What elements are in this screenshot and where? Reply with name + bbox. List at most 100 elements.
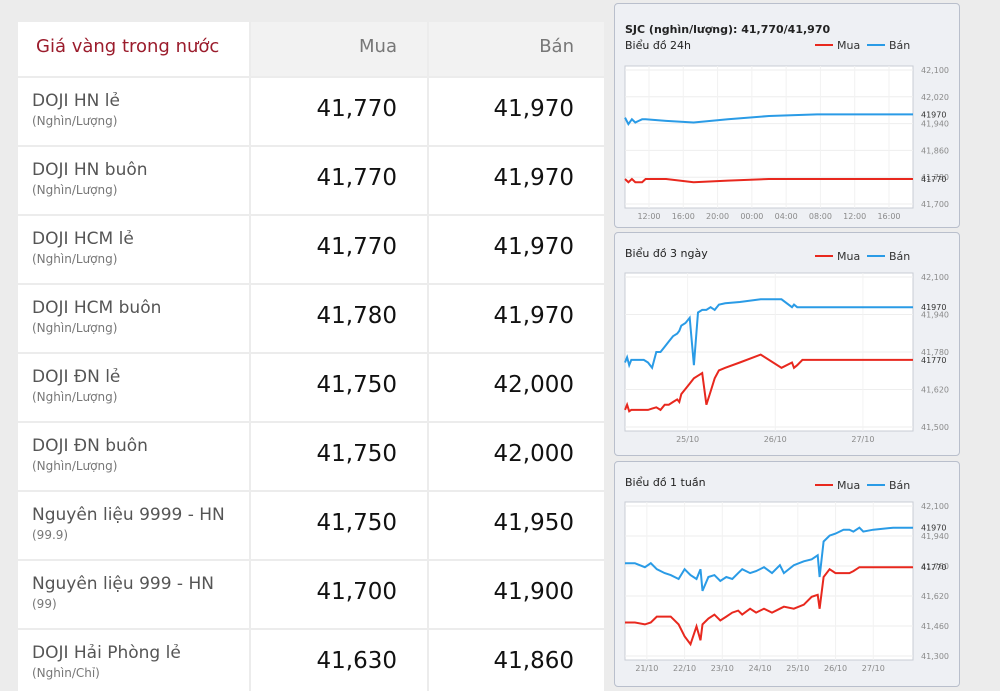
legend-label: Mua bbox=[837, 250, 860, 263]
chart-subtitle: Biểu đồ 24h bbox=[625, 39, 691, 52]
table-header: Giá vàng trong nước Mua Bán bbox=[18, 22, 604, 76]
product-name: DOJI HCM buôn bbox=[32, 298, 162, 318]
y-tick-label: 41,620 bbox=[921, 592, 949, 601]
product-unit: (Nghìn/Lượng) bbox=[32, 321, 118, 335]
chart-title: SJC (nghìn/lượng): 41,770/41,970 bbox=[625, 23, 830, 36]
legend-label: Mua bbox=[837, 39, 860, 52]
legend-label: Bán bbox=[889, 250, 910, 263]
y-tick-label: 41,780 bbox=[921, 173, 949, 182]
product-name: DOJI Hải Phòng lẻ bbox=[32, 643, 181, 663]
x-tick-label: 08:00 bbox=[809, 212, 832, 221]
y-tick-label: 41,460 bbox=[921, 622, 949, 631]
last-value-label: 41970 bbox=[921, 303, 946, 312]
table-title: Giá vàng trong nước bbox=[18, 22, 249, 76]
y-tick-label: 41,700 bbox=[921, 200, 949, 209]
table-row: DOJI ĐN buôn (Nghìn/Lượng) 41,750 42,000 bbox=[18, 423, 604, 490]
product-name: DOJI HN buôn bbox=[32, 160, 148, 180]
table-row: DOJI HN buôn (Nghìn/Lượng) 41,770 41,970 bbox=[18, 147, 604, 214]
y-tick-label: 42,100 bbox=[921, 66, 949, 75]
product-unit: (Nghìn/Lượng) bbox=[32, 183, 118, 197]
series-line-ban bbox=[624, 298, 913, 371]
chart-subtitle: Biểu đồ 3 ngày bbox=[625, 247, 708, 260]
table-row: DOJI HCM lẻ (Nghìn/Lượng) 41,770 41,970 bbox=[18, 216, 604, 283]
product-name: Nguyên liệu 9999 - HN bbox=[32, 505, 225, 525]
y-tick-label: 41,940 bbox=[921, 311, 949, 320]
chart-24h: SJC (nghìn/lượng): 41,770/41,970 Biểu đồ … bbox=[624, 23, 949, 221]
y-tick-label: 41,860 bbox=[921, 146, 949, 155]
series-line-ban bbox=[624, 113, 913, 126]
table-row: DOJI ĐN lẻ (Nghìn/Lượng) 41,750 42,000 bbox=[18, 354, 604, 421]
table-row: DOJI HCM buôn (Nghìn/Lượng) 41,780 41,970 bbox=[18, 285, 604, 352]
legend-label: Bán bbox=[889, 39, 910, 52]
table-row: Nguyên liệu 999 - HN (99) 41,700 41,900 bbox=[18, 561, 604, 628]
table-row: Nguyên liệu 9999 - HN (99.9) 41,750 41,950 bbox=[18, 492, 604, 559]
series-line-ban bbox=[625, 526, 913, 592]
sell-price: 41,950 bbox=[429, 492, 604, 559]
chart-panel-1-week: Biểu đồ 1 tuần Mua Bán 42,100 41,940 41,780 41… bbox=[614, 461, 960, 687]
sell-price: 41,860 bbox=[429, 630, 604, 691]
product-unit: (Nghìn/Lượng) bbox=[32, 114, 118, 128]
sell-price: 41,970 bbox=[429, 216, 604, 283]
buy-price: 41,700 bbox=[251, 561, 427, 628]
sell-price: 42,000 bbox=[429, 354, 604, 421]
last-value-label: 41770 bbox=[921, 563, 946, 572]
product-name: DOJI ĐN lẻ bbox=[32, 367, 121, 387]
product-unit: (Nghìn/Lượng) bbox=[32, 390, 118, 404]
product-cell: Nguyên liệu 999 - HN (99) bbox=[18, 561, 249, 628]
plot-area bbox=[624, 65, 914, 209]
y-tick-label: 41,940 bbox=[921, 120, 949, 129]
chart-panel-3-days: Biểu đồ 3 ngày Mua Bán 42,100 41,940 41,780 41… bbox=[614, 232, 960, 456]
product-unit: (Nghìn/Chỉ) bbox=[32, 666, 100, 680]
product-cell: DOJI HN buôn (Nghìn/Lượng) bbox=[18, 147, 249, 214]
chart-subtitle: Biểu đồ 1 tuần bbox=[625, 476, 706, 489]
x-tick-label: 24/10 bbox=[749, 664, 772, 673]
x-tick-label: 23/10 bbox=[711, 664, 734, 673]
x-tick-label: 20:00 bbox=[706, 212, 729, 221]
sell-column-header: Bán bbox=[429, 22, 604, 76]
last-value-label: 41770 bbox=[921, 175, 946, 184]
product-unit: (99.9) bbox=[32, 528, 69, 542]
product-cell: DOJI Hải Phòng lẻ (Nghìn/Chỉ) bbox=[18, 630, 249, 691]
y-tick-label: 41,500 bbox=[921, 423, 949, 432]
y-tick-label: 41,620 bbox=[921, 386, 949, 395]
y-tick-label: 41,780 bbox=[921, 562, 949, 571]
table-row: DOJI Hải Phòng lẻ (Nghìn/Chỉ) 41,630 41,860 bbox=[18, 630, 604, 691]
x-tick-label: 04:00 bbox=[775, 212, 798, 221]
chart-3-days: Biểu đồ 3 ngày Mua Bán42,10041,94041,78041… bbox=[624, 247, 949, 444]
product-name: DOJI ĐN buôn bbox=[32, 436, 148, 456]
buy-price: 41,750 bbox=[251, 423, 427, 490]
sell-price: 41,970 bbox=[429, 147, 604, 214]
series-line-mua bbox=[624, 177, 913, 184]
product-name: DOJI HN lẻ bbox=[32, 91, 120, 111]
product-cell: Nguyên liệu 9999 - HN (99.9) bbox=[18, 492, 249, 559]
sell-price: 41,900 bbox=[429, 561, 604, 628]
x-tick-label: 27/10 bbox=[851, 435, 874, 444]
last-value-label: 41770 bbox=[921, 356, 946, 365]
y-tick-label: 42,100 bbox=[921, 273, 949, 282]
legend-label: Bán bbox=[889, 479, 910, 492]
y-tick-label: 42,020 bbox=[921, 93, 949, 102]
buy-column-header: Mua bbox=[251, 22, 427, 76]
x-tick-label: 00:00 bbox=[740, 212, 763, 221]
buy-price: 41,780 bbox=[251, 285, 427, 352]
chart-1-week: Biểu đồ 1 tuần Mua Bán42,10041,94041,78041… bbox=[624, 476, 949, 673]
chart-panel-24h: SJC (nghìn/lượng): 41,770/41,970 Biểu đồ … bbox=[614, 3, 960, 228]
last-value-label: 41970 bbox=[921, 524, 946, 533]
buy-price: 41,750 bbox=[251, 354, 427, 421]
buy-price: 41,630 bbox=[251, 630, 427, 691]
x-tick-label: 26/10 bbox=[764, 435, 787, 444]
x-tick-label: 12:00 bbox=[843, 212, 866, 221]
series-line-mua bbox=[624, 353, 913, 413]
series-line-mua bbox=[625, 566, 913, 647]
product-cell: DOJI HCM buôn (Nghìn/Lượng) bbox=[18, 285, 249, 352]
last-value-label: 41970 bbox=[921, 110, 946, 119]
buy-price: 41,750 bbox=[251, 492, 427, 559]
product-unit: (Nghìn/Lượng) bbox=[32, 252, 118, 266]
y-tick-label: 41,300 bbox=[921, 652, 949, 661]
sell-price: 41,970 bbox=[429, 285, 604, 352]
product-cell: DOJI HN lẻ (Nghìn/Lượng) bbox=[18, 78, 249, 145]
table-row: DOJI HN lẻ (Nghìn/Lượng) 41,770 41,970 bbox=[18, 78, 604, 145]
product-name: Nguyên liệu 999 - HN bbox=[32, 574, 214, 594]
sell-price: 42,000 bbox=[429, 423, 604, 490]
buy-price: 41,770 bbox=[251, 78, 427, 145]
